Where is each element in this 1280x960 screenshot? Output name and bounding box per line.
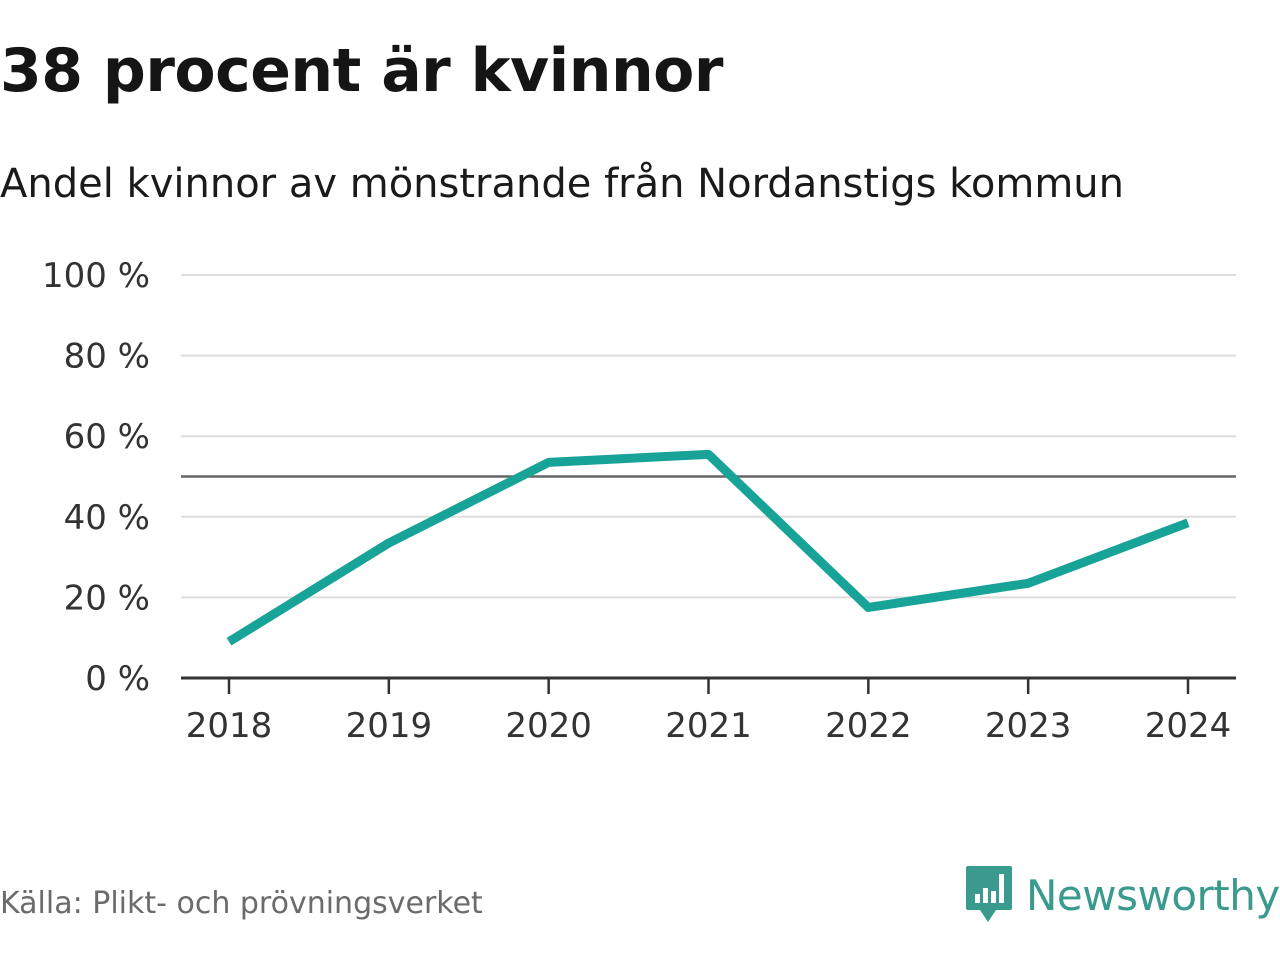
chart-subtitle: Andel kvinnor av mönstrande från Nordans… xyxy=(0,161,1124,207)
brand-name: Newsworthy xyxy=(1026,870,1280,920)
series-group xyxy=(226,449,1190,646)
x-tick-label: 2020 xyxy=(505,706,592,746)
series-line xyxy=(226,449,1190,646)
y-tick-label: 80 % xyxy=(64,337,150,377)
x-tick-label: 2023 xyxy=(985,706,1072,746)
x-tick-label: 2021 xyxy=(665,706,752,746)
x-tick-label: 2018 xyxy=(186,706,273,746)
chart-title: 38 procent är kvinnor xyxy=(0,36,723,106)
x-axis: 2018 2019 2020 2021 2022 2023 2024 xyxy=(181,676,1236,746)
y-axis: 0 % 20 % 40 % 60 % 80 % 100 % xyxy=(42,256,150,699)
y-tick-label: 40 % xyxy=(64,498,150,538)
brand-logo: Newsworthy xyxy=(964,864,1280,926)
x-tick-label: 2024 xyxy=(1145,706,1232,746)
source-note: Källa: Plikt- och prövningsverket xyxy=(0,886,483,921)
y-tick-label: 20 % xyxy=(64,578,150,618)
y-tick-label: 60 % xyxy=(64,417,150,457)
y-tick-label: 0 % xyxy=(85,659,150,699)
gridlines xyxy=(181,274,1236,599)
newsworthy-logo-icon xyxy=(966,866,1012,922)
x-tick-label: 2019 xyxy=(346,706,433,746)
x-tick-label: 2022 xyxy=(825,706,912,746)
y-tick-label: 100 % xyxy=(42,256,150,296)
